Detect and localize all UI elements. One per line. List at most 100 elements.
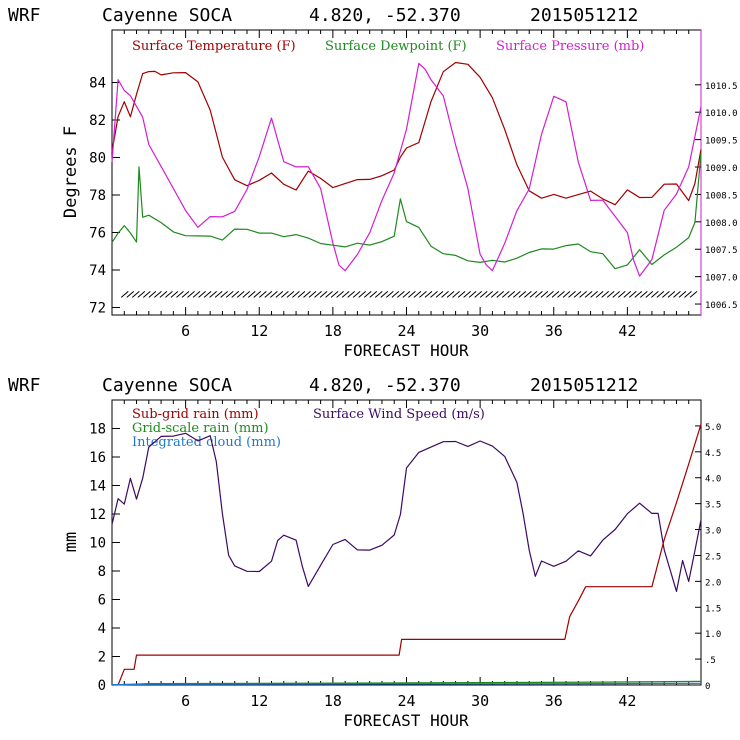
top-coords-label: 4.820, -52.370 — [309, 5, 461, 26]
wind-barb — [518, 290, 527, 298]
y2-tick-label: .5 — [705, 656, 716, 666]
wind-barb — [667, 290, 676, 298]
wind-barb — [568, 290, 576, 298]
wind-barb — [148, 290, 157, 298]
legend-integrated-cloud: Integrated cloud (mm) — [132, 435, 281, 450]
y2-tick-label: 1.0 — [705, 630, 721, 640]
wind-barb — [198, 290, 206, 298]
x-tick-label: 30 — [471, 322, 489, 340]
x-tick-label: 18 — [324, 322, 342, 340]
wind-barb — [308, 290, 317, 298]
wind-barb — [468, 290, 477, 298]
legend-gridscale-rain: Grid-scale rain (mm) — [132, 421, 269, 436]
y2-tick-label: 2.0 — [705, 578, 721, 588]
wind-barb — [137, 290, 146, 298]
wind-barb — [501, 290, 510, 298]
wind-barb — [187, 290, 195, 298]
wind-barb — [419, 290, 427, 298]
wind-barb — [651, 290, 659, 298]
legend-surface-temperature: Surface Temperature (F) — [132, 39, 296, 54]
x-tick-label: 18 — [324, 692, 342, 710]
wind-barb — [352, 290, 361, 298]
y2-tick-label: 1008.5 — [705, 191, 738, 201]
bottom-panel-header: WRF Cayenne SOCA 4.820, -52.370 20150512… — [8, 375, 638, 396]
wind-barb — [143, 290, 151, 298]
top-y-axis-title: Degrees F — [61, 126, 81, 218]
x-tick-label: 12 — [250, 692, 268, 710]
y-tick-label: 0 — [98, 678, 106, 694]
y-tick-label: 78 — [89, 188, 106, 204]
wind-barb — [286, 290, 295, 298]
wind-barb — [617, 290, 626, 298]
wind-barb — [601, 290, 609, 298]
wind-barb — [612, 290, 621, 298]
wind-barb — [490, 290, 499, 298]
bottom-series — [111, 424, 702, 686]
wind-barb — [590, 290, 598, 298]
series-line-sub-grid-rain-mm — [112, 424, 702, 686]
wind-barb — [319, 290, 328, 298]
y2-tick-label: 4.0 — [705, 475, 721, 485]
top-x-axis-title: FORECAST HOUR — [343, 341, 469, 360]
y2-tick-label: 1007.5 — [705, 246, 738, 256]
y-tick-label: 74 — [89, 263, 106, 279]
y-tick-label: 80 — [89, 151, 106, 167]
y2-tick-label: 1009.5 — [705, 137, 738, 147]
wind-barb — [540, 290, 549, 298]
wind-barb — [165, 290, 173, 298]
wind-barb — [264, 290, 273, 298]
series-line-surface-pressure-mb — [111, 62, 702, 277]
wind-barb — [369, 290, 378, 298]
wind-barb — [628, 290, 637, 298]
top-legend: Surface Temperature (F) Surface Dewpoint… — [132, 39, 644, 54]
y-tick-label: 84 — [89, 76, 106, 92]
y-tick-label: 72 — [89, 301, 106, 317]
x-tick-label: 36 — [545, 692, 563, 710]
series-line-surface-temperature-f — [111, 61, 702, 206]
wind-barb — [192, 290, 201, 298]
y2-tick-label: 5.0 — [705, 423, 721, 433]
wind-barb — [270, 290, 278, 298]
wind-barb — [546, 290, 554, 298]
y-tick-label: 18 — [89, 422, 106, 438]
wind-barb — [209, 290, 217, 298]
y2-tick-label: 1010.0 — [705, 109, 738, 119]
top-axes: 6 12 18 24 30 36 42 72 74 76 78 80 82 84 1006.5 1007.0 1… — [89, 30, 738, 340]
wind-barb — [408, 290, 416, 298]
wind-barb — [292, 290, 300, 298]
wind-barb — [297, 290, 306, 298]
wind-barb — [640, 290, 648, 298]
wind-barb — [374, 290, 383, 298]
wind-barb — [689, 290, 698, 298]
wind-barb — [214, 290, 223, 298]
wind-barb — [281, 290, 289, 298]
wind-barb — [253, 290, 262, 298]
wind-barb — [159, 290, 168, 298]
wind-barb — [363, 290, 372, 298]
wind-barb — [397, 290, 405, 298]
bottom-run-label: 2015051212 — [530, 375, 638, 396]
wind-barb — [131, 290, 140, 298]
y2-tick-label: 1007.0 — [705, 274, 738, 284]
wind-barb — [430, 290, 438, 298]
y-tick-label: 12 — [89, 507, 106, 523]
wind-barb — [402, 290, 411, 298]
y-tick-label: 82 — [89, 113, 106, 129]
x-tick-label: 36 — [545, 322, 563, 340]
y-tick-label: 14 — [89, 479, 106, 495]
wind-barb — [181, 290, 190, 298]
wind-barb — [314, 290, 322, 298]
wind-barb — [479, 290, 488, 298]
series-line-integrated-cloud-mm — [111, 682, 702, 686]
x-tick-label: 42 — [618, 322, 636, 340]
wind-barb — [678, 290, 687, 298]
bottom-coords-label: 4.820, -52.370 — [309, 375, 461, 396]
top-station-label: Cayenne SOCA — [102, 5, 232, 26]
wind-barb — [551, 290, 560, 298]
bottom-legend: Sub-grid rain (mm) Surface Wind Speed (m… — [132, 407, 485, 450]
wind-barb — [126, 290, 135, 298]
y-tick-label: 6 — [98, 593, 106, 609]
wind-barb — [380, 290, 389, 298]
y2-tick-label: 1010.5 — [705, 82, 738, 92]
wind-barb — [358, 290, 367, 298]
